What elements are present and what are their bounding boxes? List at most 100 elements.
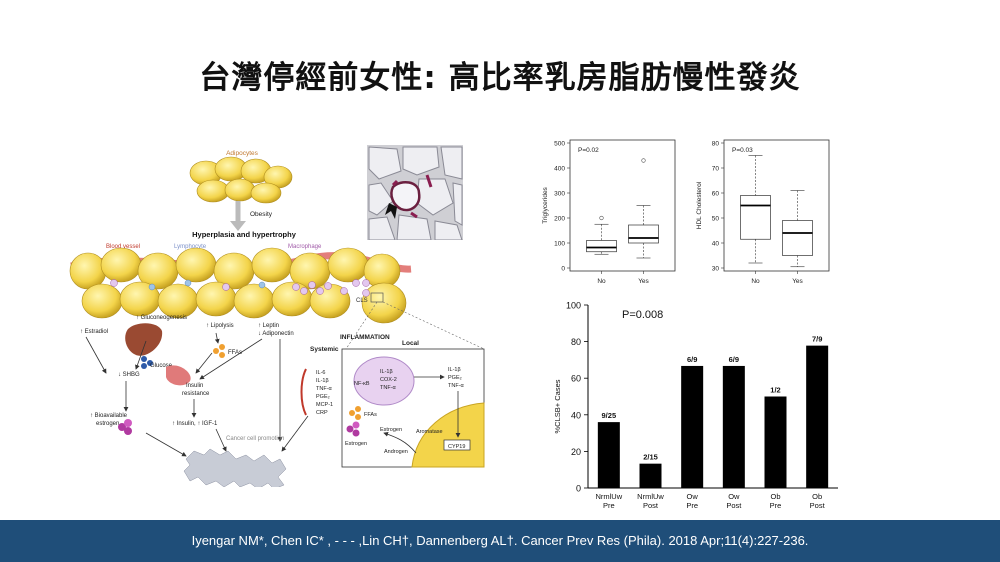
y-tick-label: 80 bbox=[712, 141, 720, 148]
x-tick-label: Yes bbox=[638, 278, 649, 285]
adipocytes-label: Adipocytes bbox=[226, 150, 259, 157]
leptin-label: ↑ Leptin bbox=[258, 323, 279, 329]
local-label: Local bbox=[402, 340, 419, 347]
y-tick-label: 100 bbox=[566, 301, 581, 311]
svg-text:PGE₂: PGE₂ bbox=[316, 394, 330, 400]
estrogen-inner-label: Estrogen bbox=[380, 427, 402, 433]
macrophage-inset bbox=[353, 356, 415, 406]
x-tick-label: Ow bbox=[728, 492, 740, 501]
liver-icon bbox=[125, 323, 163, 356]
svg-text:TNF-α: TNF-α bbox=[316, 386, 333, 392]
clsb-bar-chart: 0 20 40 60 80 100 %CLSB+ Cases P=0.008 9/25 NrmlU… bbox=[553, 301, 838, 510]
aromatase-label: Aromatase bbox=[416, 429, 443, 435]
bioavailable-label-1: ↑ Bioavailable bbox=[90, 413, 128, 419]
y-axis-label: HDL Cholesterol bbox=[696, 181, 703, 229]
bar bbox=[597, 422, 620, 488]
local-marker: TNF-α bbox=[448, 383, 465, 389]
macrophage-label: Macrophage bbox=[288, 244, 322, 250]
x-tick-label: Pre bbox=[686, 501, 698, 510]
insulin-resistance-label-1: Insulin bbox=[186, 383, 203, 389]
p-value-annotation: P=0.008 bbox=[622, 309, 663, 321]
y-axis-label: %CLSB+ Cases bbox=[553, 379, 562, 433]
bar-data-label: 6/9 bbox=[687, 355, 697, 364]
bar-data-label: 7/9 bbox=[812, 335, 822, 344]
y-tick-label: 100 bbox=[554, 241, 565, 248]
cell-marker: COX-2 bbox=[380, 377, 397, 383]
bar bbox=[681, 365, 704, 488]
y-tick-label: 300 bbox=[554, 191, 565, 198]
cls-label: CLS bbox=[356, 298, 368, 304]
glucose-label: Glucose bbox=[150, 363, 173, 369]
p-value-annotation: P=0.02 bbox=[578, 147, 599, 154]
slide-title: 台灣停經前女性: 高比率乳房脂肪慢性發炎 bbox=[199, 60, 801, 96]
obesity-inflammation-diagram: Adipocytes Obesity Hyperplasia and hyper… bbox=[69, 150, 485, 487]
arrowhead-marker bbox=[385, 203, 397, 219]
bar-data-label: 2/15 bbox=[643, 453, 658, 462]
histology-image bbox=[367, 145, 463, 240]
y-tick-label: 0 bbox=[561, 266, 565, 273]
y-tick-label: 60 bbox=[712, 191, 720, 198]
outlier-point bbox=[641, 158, 646, 163]
y-tick-label: 50 bbox=[712, 216, 720, 223]
x-tick-label: Post bbox=[810, 501, 826, 510]
box bbox=[782, 220, 813, 256]
citation-bar: Iyengar NM*, Chen IC* , - - - ,Lin CH†, … bbox=[0, 520, 1000, 562]
box bbox=[740, 195, 771, 240]
triglycerides-boxplot: 0 100 200 300 400 500 Triglycerides P=0.02 No Yes bbox=[542, 139, 676, 285]
box bbox=[628, 224, 659, 244]
x-tick-label: No bbox=[597, 278, 606, 285]
bar bbox=[806, 345, 829, 488]
ffas-label: FFAs bbox=[228, 350, 242, 356]
y-tick-label: 30 bbox=[712, 266, 720, 273]
ffas-local-label: FFAs bbox=[364, 412, 377, 418]
bar bbox=[639, 463, 662, 488]
adiponectin-label: ↓ Adiponectin bbox=[258, 331, 294, 337]
shbg-label: ↓ SHBG bbox=[118, 372, 140, 378]
x-tick-label: Ob bbox=[812, 492, 822, 501]
x-tick-label: NrmlUw bbox=[595, 492, 622, 501]
y-tick-label: 40 bbox=[571, 410, 581, 420]
insulin-igf-label: ↑ Insulin, ↑ IGF-1 bbox=[172, 421, 218, 427]
systemic-markers: IL-6 IL-1β TNF-α PGE₂ MCP-1 CRP bbox=[316, 370, 333, 416]
box bbox=[586, 240, 617, 253]
y-tick-label: 400 bbox=[554, 166, 565, 173]
svg-text:IL-1β: IL-1β bbox=[316, 378, 329, 384]
nfkb-label: NF-κB bbox=[354, 381, 370, 387]
y-tick-label: 500 bbox=[554, 141, 565, 148]
lymphocyte-label: Lymphocyte bbox=[174, 244, 207, 250]
x-tick-label: Post bbox=[726, 501, 742, 510]
p-value-annotation: P=0.03 bbox=[732, 147, 753, 154]
x-tick-label: Ob bbox=[770, 492, 780, 501]
local-marker: PGE₂ bbox=[448, 375, 462, 381]
inflammation-label: INFLAMMATION bbox=[340, 334, 390, 341]
systemic-label: Systemic bbox=[310, 346, 339, 353]
outlier-point bbox=[599, 215, 604, 221]
svg-text:MCP-1: MCP-1 bbox=[316, 402, 333, 408]
svg-text:IL-6: IL-6 bbox=[316, 370, 325, 376]
y-tick-label: 20 bbox=[571, 447, 581, 457]
hyperplasia-label: Hyperplasia and hypertrophy bbox=[192, 230, 297, 239]
bioavailable-label-2: estrogen bbox=[96, 421, 119, 427]
bar bbox=[722, 365, 745, 488]
macrophage-cells bbox=[110, 279, 370, 297]
cell-marker: TNF-α bbox=[380, 385, 397, 391]
adipocyte-cluster bbox=[189, 156, 293, 204]
x-tick-label: Ow bbox=[687, 492, 699, 501]
cell-marker: IL-1β bbox=[380, 369, 393, 375]
bar bbox=[764, 396, 787, 488]
y-tick-label: 80 bbox=[571, 337, 581, 347]
x-tick-label: No bbox=[751, 278, 760, 285]
svg-text:CRP: CRP bbox=[316, 410, 328, 416]
muscle-icon bbox=[166, 365, 191, 386]
bar-data-label: 1/2 bbox=[770, 386, 780, 395]
hdl-boxplot: 30 40 50 60 70 80 HDL Cholesterol P=0.03 No Yes bbox=[696, 139, 830, 285]
estrogen-local-label: Estrogen bbox=[345, 441, 367, 447]
plot-frame bbox=[569, 139, 676, 272]
cancer-cells bbox=[183, 448, 287, 487]
cancer-promotion-label: Cancer cell promotion bbox=[226, 436, 284, 442]
lymphocyte-cells bbox=[148, 279, 266, 291]
x-tick-label: Pre bbox=[770, 501, 782, 510]
plot-frame bbox=[723, 139, 830, 272]
y-tick-label: 70 bbox=[712, 166, 720, 173]
y-axis-label: Triglycerides bbox=[542, 186, 549, 223]
